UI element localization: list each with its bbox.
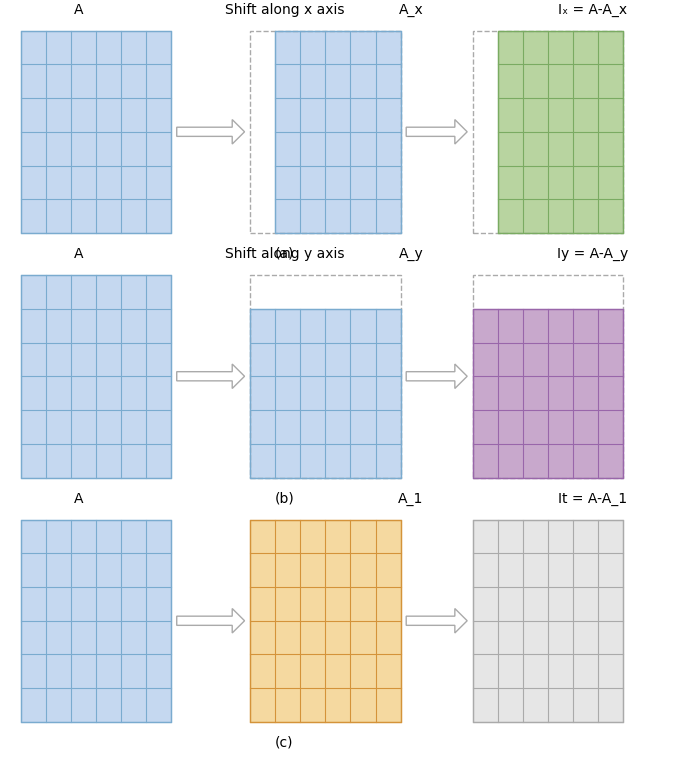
Text: A_1: A_1 xyxy=(398,492,424,506)
Text: A: A xyxy=(74,492,84,506)
FancyArrow shape xyxy=(177,119,245,144)
Bar xyxy=(21,31,171,233)
Text: (c): (c) xyxy=(275,736,294,749)
Bar xyxy=(250,520,401,722)
Bar xyxy=(473,275,623,478)
FancyArrow shape xyxy=(406,608,467,633)
Bar xyxy=(21,31,171,233)
Bar xyxy=(473,520,623,722)
Text: Iₓ = A-A_x: Iₓ = A-A_x xyxy=(558,3,627,17)
Text: A: A xyxy=(74,248,84,261)
Text: Shift along y axis: Shift along y axis xyxy=(225,248,344,261)
FancyArrow shape xyxy=(406,119,467,144)
Bar xyxy=(21,275,171,478)
Text: Shift along x axis: Shift along x axis xyxy=(225,3,344,17)
Text: Iy = A-A_y: Iy = A-A_y xyxy=(557,248,628,261)
Bar xyxy=(473,309,623,478)
Bar xyxy=(21,275,171,478)
FancyArrow shape xyxy=(406,364,467,388)
Bar xyxy=(473,309,623,478)
Bar xyxy=(21,520,171,722)
Bar xyxy=(473,520,623,722)
FancyArrow shape xyxy=(177,608,245,633)
Bar xyxy=(250,520,401,722)
Text: (a): (a) xyxy=(275,247,294,261)
Bar xyxy=(250,309,401,478)
Bar xyxy=(498,31,623,233)
Text: A_y: A_y xyxy=(399,248,423,261)
Text: It = A-A_1: It = A-A_1 xyxy=(558,492,627,506)
Bar xyxy=(275,31,401,233)
Text: (b): (b) xyxy=(275,491,294,505)
Bar xyxy=(21,520,171,722)
Text: A_x: A_x xyxy=(399,3,423,17)
Text: A: A xyxy=(74,3,84,17)
FancyArrow shape xyxy=(177,364,245,388)
Bar xyxy=(250,31,401,233)
Bar xyxy=(275,31,401,233)
Bar xyxy=(250,275,401,478)
Bar xyxy=(473,31,623,233)
Bar xyxy=(498,31,623,233)
Bar xyxy=(250,309,401,478)
